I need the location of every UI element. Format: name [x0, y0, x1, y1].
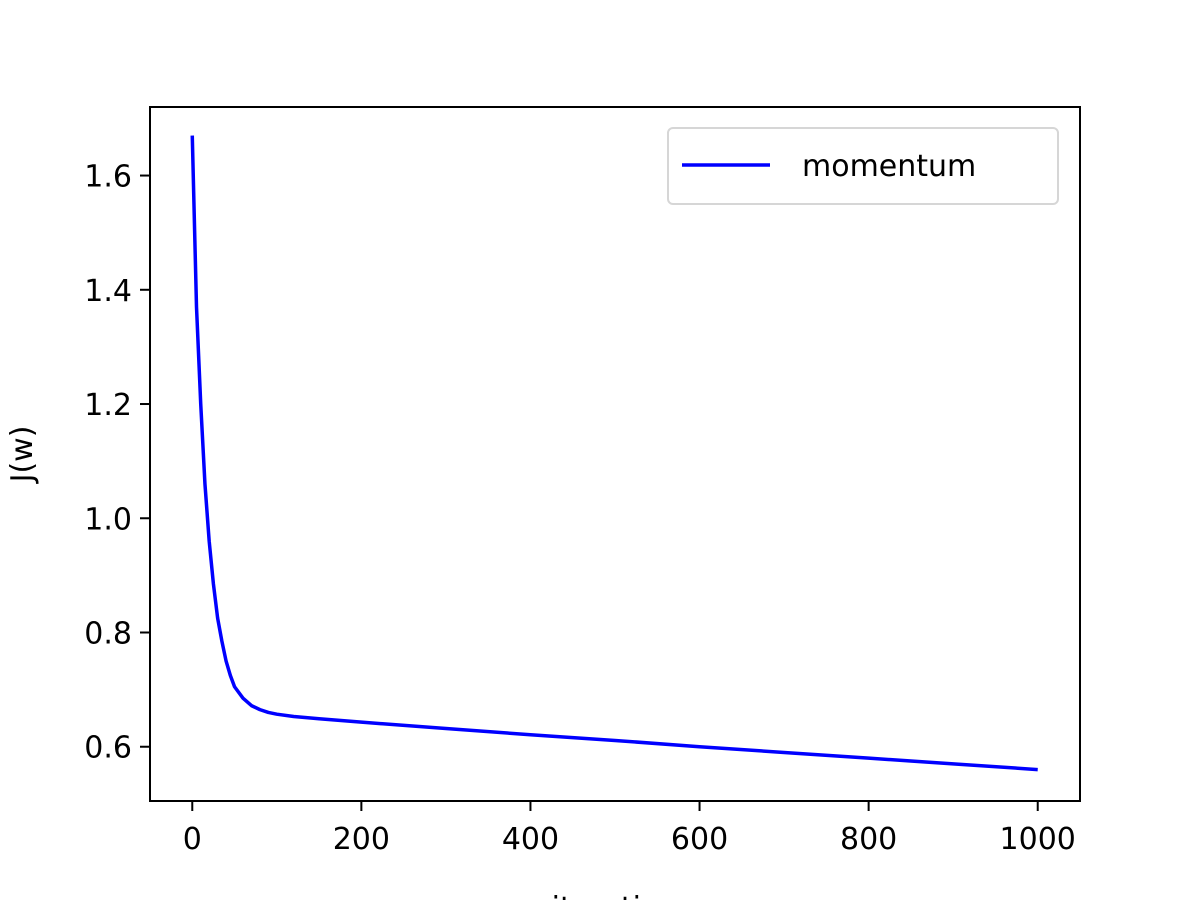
y-tick-label: 1.6 — [84, 160, 132, 195]
x-axis-ticks: 0 200 400 600 800 1000 — [183, 801, 1076, 857]
y-axis-ticks: 0.6 0.8 1.0 1.2 1.4 1.6 — [84, 160, 150, 766]
x-tick-label: 400 — [502, 822, 559, 857]
x-tick-label: 800 — [840, 822, 897, 857]
y-tick-label: 1.0 — [84, 502, 132, 537]
x-tick-label: 600 — [671, 822, 728, 857]
legend-label-momentum: momentum — [802, 149, 976, 184]
y-tick-label: 0.6 — [84, 731, 132, 766]
x-tick-label: 0 — [183, 822, 202, 857]
plot-frame — [149, 106, 1081, 802]
y-tick-label: 0.8 — [84, 616, 132, 651]
y-tick-label: 1.2 — [84, 388, 132, 423]
y-tick-label: 1.4 — [84, 274, 132, 309]
y-axis-label: J(w) — [5, 426, 40, 485]
series-layer — [190, 135, 1038, 772]
legend: momentum — [667, 127, 1059, 205]
x-tick-label: 1000 — [1000, 822, 1076, 857]
x-tick-label: 200 — [333, 822, 390, 857]
legend-box — [667, 127, 1059, 205]
x-axis-label: iteration — [552, 891, 679, 900]
series-line-momentum — [190, 135, 1038, 772]
plot-area — [150, 107, 1080, 801]
